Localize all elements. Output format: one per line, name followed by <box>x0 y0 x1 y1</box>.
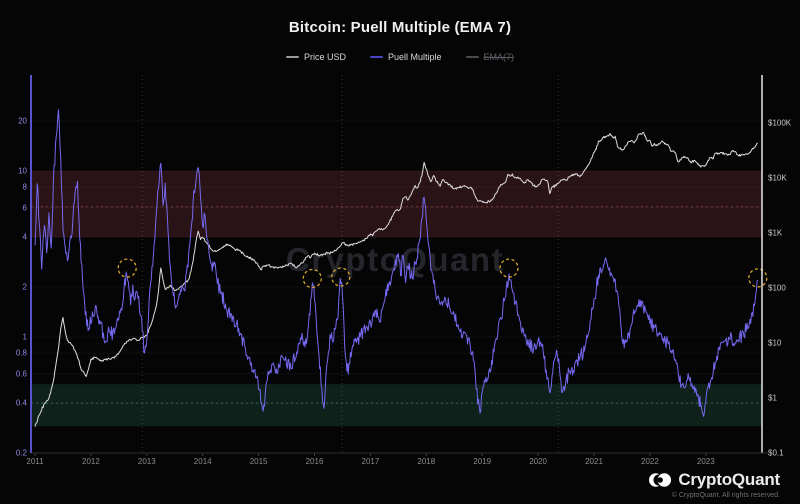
right-axis-tick-label: $10 <box>768 339 782 348</box>
signal-circle <box>748 268 768 288</box>
brand-footer: CryptoQuant © CryptoQuant. All rights re… <box>649 469 780 499</box>
series-layer <box>34 109 759 427</box>
left-axis-tick-label: 20 <box>18 117 27 126</box>
signal-circle <box>499 258 519 278</box>
copyright-text: © CryptoQuant. All rights reserved. <box>671 492 780 499</box>
x-axis-tick-label: 2013 <box>138 457 156 466</box>
left-axis-tick-label: 0.4 <box>16 399 28 408</box>
left-axis-tick-label: 10 <box>18 167 27 176</box>
signal-circle <box>302 268 322 289</box>
x-axis-tick-label: 2014 <box>194 457 212 466</box>
right-axis-tick-label: $100K <box>768 119 792 128</box>
left-axis-tick-label: 8 <box>23 183 28 192</box>
left-axis-tick-label: 6 <box>23 203 28 212</box>
right-axis-tick-label: $0.1 <box>768 449 784 458</box>
signal-circle <box>331 267 351 287</box>
legend-swatch-icon <box>285 56 299 58</box>
left-axis-tick-label: 2 <box>23 283 28 292</box>
x-axis-tick-label: 2016 <box>306 457 324 466</box>
undervalued-band <box>31 384 762 427</box>
left-axis-tick-label: 1 <box>23 333 28 342</box>
left-axis-tick-label: 4 <box>23 233 28 242</box>
legend-item-ema-7-[interactable]: EMA(7) <box>465 52 515 62</box>
legend-item-price-usd[interactable]: Price USD <box>285 52 346 62</box>
overvalued-band <box>31 171 762 238</box>
left-axis-tick-label: 0.8 <box>16 349 28 358</box>
signal-circle <box>117 258 137 278</box>
x-axis-tick-label: 2022 <box>641 457 659 466</box>
legend-item-puell-multiple[interactable]: Puell Multiple <box>369 52 442 62</box>
legend-swatch-icon <box>369 56 383 58</box>
x-axis-tick-label: 2017 <box>362 457 380 466</box>
right-axis-tick-label: $1 <box>768 394 777 403</box>
x-axis-tick-label: 2015 <box>250 457 268 466</box>
x-axis-tick-label: 2012 <box>82 457 100 466</box>
watermark-text: CryptoQuant <box>286 241 504 278</box>
legend-label: EMA(7) <box>483 52 515 62</box>
brand-name: CryptoQuant <box>678 470 780 489</box>
x-axis-tick-label: 2019 <box>473 457 491 466</box>
cryptoquant-logo-icon <box>649 473 672 487</box>
x-axis-tick-label: 2018 <box>417 457 435 466</box>
left-axis-tick-label: 0.6 <box>16 369 28 378</box>
legend-label: Puell Multiple <box>387 52 442 62</box>
legend-swatch-icon <box>465 56 479 58</box>
legend-label: Price USD <box>303 52 346 62</box>
right-axis-tick-label: $1K <box>768 229 783 238</box>
chart-title: Bitcoin: Puell Multiple (EMA 7) <box>288 19 512 36</box>
x-axis-tick-label: 2011 <box>26 457 44 466</box>
right-axis-tick-label: $100 <box>768 284 786 293</box>
price-usd-line <box>34 132 758 427</box>
x-axis-tick-label: 2020 <box>529 457 547 466</box>
left-axis-tick-label: 0.2 <box>16 449 28 458</box>
x-axis-tick-label: 2023 <box>697 457 715 466</box>
puell-multiple-line <box>34 109 759 417</box>
legend: Price USD Puell Multiple EMA(7) <box>0 52 800 62</box>
x-axis-tick-label: 2021 <box>585 457 603 466</box>
right-axis-tick-label: $10K <box>768 174 787 183</box>
